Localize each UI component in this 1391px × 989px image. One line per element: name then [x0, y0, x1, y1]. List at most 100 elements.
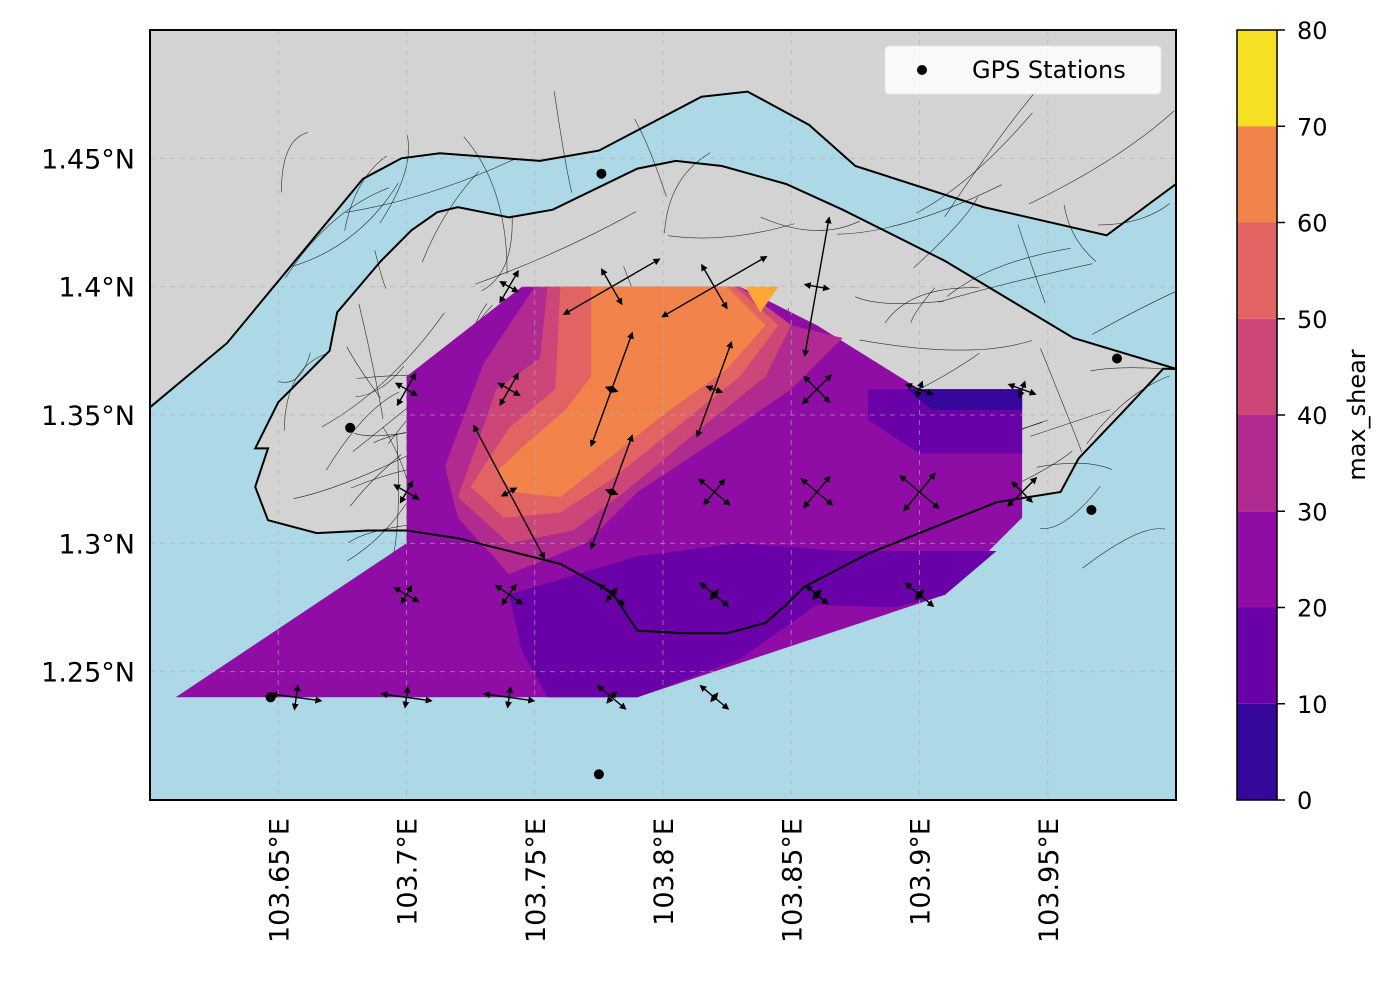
strain-cross: [589, 434, 634, 550]
fault-line: [1082, 528, 1166, 569]
strain-cross: [800, 475, 834, 509]
map-axes: 103.65°E 103.7°E 103.75°E 103.8°E 103.85°E 10…: [41, 29, 1177, 943]
strain-cross: [1007, 380, 1037, 399]
strain-cross: [589, 331, 634, 448]
fault-line: [1040, 348, 1083, 453]
strain-axis: [705, 385, 724, 394]
fault-line: [667, 223, 795, 239]
strain-axis: [1017, 380, 1027, 399]
fault-line: [349, 454, 402, 507]
fault-line: [463, 136, 508, 274]
outer-coastline: [150, 90, 1176, 409]
fault-line: [374, 250, 387, 289]
strain-axis: [400, 584, 413, 605]
strain-axis: [1011, 481, 1033, 503]
fault-line: [278, 352, 311, 383]
strain-axis: [505, 686, 514, 709]
strain-cross: [699, 684, 730, 710]
colorbar-band: [1237, 511, 1277, 608]
strain-axis: [394, 382, 419, 396]
strain-cross: [899, 472, 940, 512]
strain-cross: [598, 583, 626, 606]
fault-line: [946, 248, 1071, 297]
fault-line: [859, 339, 1032, 351]
fault-line: [913, 196, 979, 269]
fault-line: [379, 135, 409, 224]
fault-line: [1028, 110, 1175, 205]
colorbar-band: [1237, 318, 1277, 416]
strain-axis: [803, 475, 831, 509]
strain-axis: [803, 282, 831, 292]
colorbar-band: [1237, 607, 1277, 704]
gridlines: [150, 30, 1176, 800]
colorbar-tick-label: 30: [1297, 498, 1328, 526]
colorbar-tick-label: 20: [1297, 595, 1328, 623]
gps-station: [1086, 505, 1097, 515]
fault-line: [1086, 375, 1170, 445]
fault-line: [1017, 224, 1046, 304]
colorbar-tick-label: 10: [1297, 691, 1328, 719]
colorbar-band: [1237, 703, 1277, 801]
strain-cross: [494, 583, 524, 606]
fault-line: [1090, 367, 1176, 372]
fault-line: [358, 303, 384, 419]
fault-line: [283, 352, 329, 431]
colorbar-tick-label: 60: [1297, 210, 1328, 238]
colorbar-band: [1237, 30, 1277, 127]
x-tick-label: 103.85°E: [777, 818, 808, 943]
x-tick-label: 103.95°E: [1034, 818, 1065, 943]
strain-cross: [393, 480, 420, 504]
x-tick-label: 103.8°E: [649, 818, 680, 926]
strain-cross: [393, 584, 420, 605]
strain-axis: [703, 478, 726, 506]
strain-cross: [482, 686, 536, 709]
fault-line: [916, 112, 1033, 214]
strain-axis: [604, 385, 619, 393]
strain-cross: [802, 216, 832, 357]
legend-marker: [917, 65, 927, 75]
strain-axis: [812, 589, 822, 601]
legend-label: GPS Stations: [972, 56, 1126, 84]
y-tick-labels: 1.25°N 1.3°N 1.35°N 1.4°N 1.45°N: [41, 144, 135, 688]
gps-station: [596, 168, 607, 179]
x-tick-label: 103.75°E: [521, 818, 552, 943]
colorbar-tick-label: 0: [1297, 787, 1312, 815]
strain-cross: [596, 684, 627, 710]
colorbar-band: [1237, 415, 1277, 512]
strain-axis: [803, 375, 831, 404]
strain-cross: [661, 256, 768, 318]
colorbar-tick-label: 80: [1297, 17, 1328, 45]
strain-axis: [500, 487, 518, 497]
gps-station: [593, 769, 604, 780]
fault-line: [1097, 203, 1170, 226]
y-tick-label: 1.4°N: [58, 273, 135, 304]
strain-cross: [801, 374, 832, 405]
strain-axis: [601, 268, 623, 306]
x-tick-label: 103.9°E: [906, 818, 937, 926]
strain-cross: [270, 684, 323, 711]
strain-axis: [701, 263, 728, 310]
strain-cross: [699, 582, 730, 608]
x-tick-label: 103.7°E: [393, 818, 424, 926]
strain-axis: [497, 382, 521, 396]
fault-line: [345, 158, 517, 213]
strain-cross: [697, 478, 731, 506]
y-tick-label: 1.35°N: [41, 401, 135, 432]
strain-cross: [394, 372, 419, 407]
strain-cross: [499, 269, 520, 304]
fault-line: [1040, 485, 1101, 529]
colorbar: 0 10 20 30 40 50 60 70 80 max_shear: [1236, 17, 1371, 815]
strain-axis: [915, 380, 924, 399]
fault-line: [285, 187, 390, 278]
gps-station: [265, 692, 276, 703]
gps-station: [345, 422, 356, 433]
axes-frame: [149, 29, 1177, 801]
strain-cross: [1007, 476, 1038, 508]
strain-cross: [497, 372, 521, 407]
fault-line: [910, 287, 936, 323]
x-tick-labels: 103.65°E 103.7°E 103.75°E 103.8°E 103.85°E 10…: [264, 818, 1065, 943]
fault-line: [344, 155, 387, 231]
x-tick-label: 103.65°E: [264, 818, 295, 943]
inner-coastline: [253, 159, 1176, 635]
strain-axis: [402, 686, 411, 709]
